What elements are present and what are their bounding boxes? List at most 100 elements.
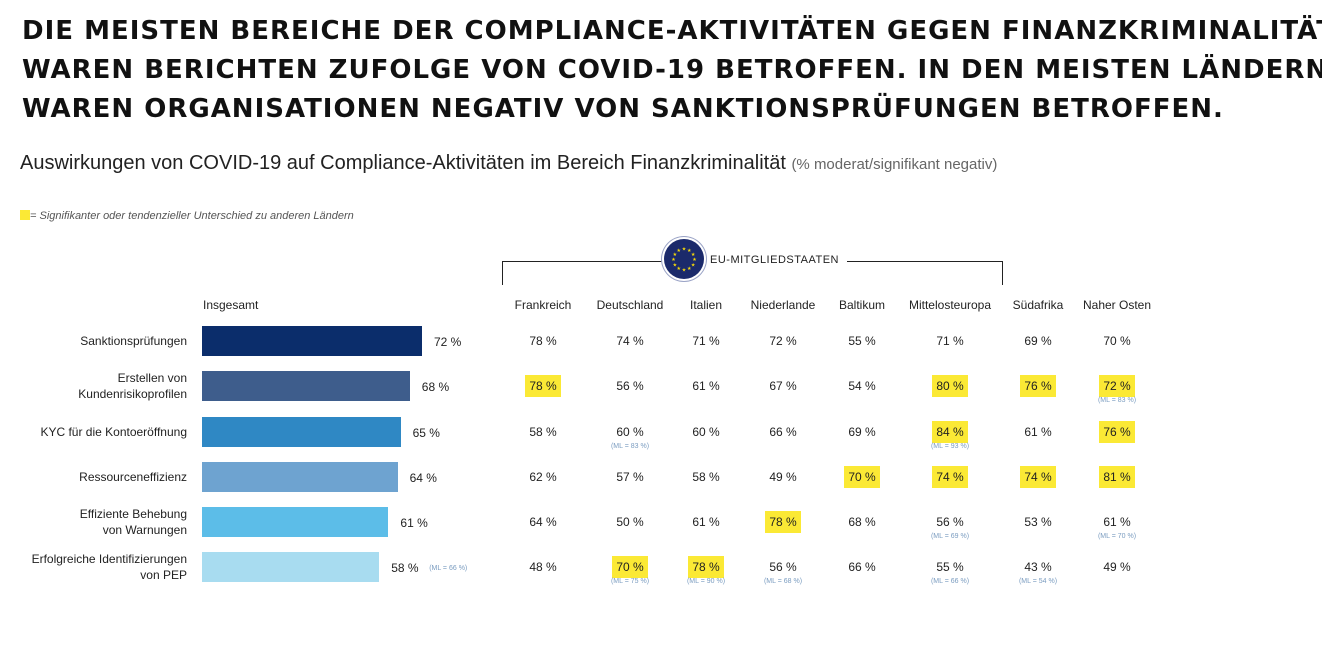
table-cell: 70 % (ML = 75 %) [585, 556, 675, 586]
table-cell: 55 % (ML = 66 %) [905, 556, 995, 586]
row-label: Sanktionsprüfungen [7, 333, 187, 349]
column-header: Südafrika [1012, 298, 1064, 312]
cell-value: 72 % [769, 334, 797, 348]
headline-line-3: WAREN ORGANISATIONEN NEGATIV VON SANKTIO… [22, 94, 1224, 124]
table-cell: 74 % [993, 466, 1083, 488]
cell-value: 56 % [936, 515, 964, 529]
eu-star-icon: ★ [673, 252, 678, 258]
column-header: Italien [689, 298, 723, 312]
headline: DIE MEISTEN BEREICHE DER COMPLIANCE-AKTI… [22, 12, 1322, 129]
eu-bracket-left-tick [502, 261, 503, 285]
cell-value: 60 % [616, 425, 644, 439]
cell-value: 84 % [932, 421, 968, 443]
table-cell: 76 % [1072, 421, 1162, 443]
table-cell: 60 % [661, 421, 751, 443]
cell-value: 74 % [932, 466, 968, 488]
eu-star-icon: ★ [692, 257, 697, 263]
cell-value: 69 % [848, 425, 876, 439]
column-header: Baltikum [838, 298, 886, 312]
table-cell: 70 % [817, 466, 907, 488]
row-label-line: KYC für die Kontoeröffnung [40, 425, 187, 439]
bar [202, 462, 398, 492]
cell-value: 72 % [1099, 375, 1135, 397]
table-cell: 43 % (ML = 54 %) [993, 556, 1083, 586]
cell-value: 61 % [692, 379, 720, 393]
cell-value: 48 % [529, 560, 557, 574]
headline-line-1: DIE MEISTEN BEREICHE DER COMPLIANCE-AKTI… [22, 16, 1322, 46]
table-cell: 61 % (ML = 70 %) [1072, 511, 1162, 541]
cell-value: 49 % [769, 470, 797, 484]
cell-value: 69 % [1024, 334, 1052, 348]
eu-flag-icon: ★ ★ ★ ★ ★ ★ ★ ★ ★ ★ ★ ★ [664, 239, 704, 279]
eu-star-icon: ★ [677, 266, 682, 272]
cell-value: 70 % [612, 556, 648, 578]
table-cell: 71 % [905, 330, 995, 352]
row-label-line: Kundenrisikoprofilen [78, 387, 187, 401]
table-cell: 61 % [661, 511, 751, 533]
column-header: Niederlande [750, 298, 816, 312]
table-cell: 67 % [738, 375, 828, 397]
table-cell: 78 % (ML = 90 %) [661, 556, 751, 586]
eu-star-icon: ★ [682, 268, 687, 274]
cell-value: 64 % [529, 515, 557, 529]
bar-value-label: 65 % [412, 426, 440, 440]
cell-value: 49 % [1103, 560, 1131, 574]
bar-value-label: 68 % [421, 380, 450, 394]
row-label-line: Sanktionsprüfungen [80, 334, 187, 348]
row-label: KYC für die Kontoeröffnung [7, 424, 187, 440]
cell-value: 56 % [616, 379, 644, 393]
cell-value: 78 % [765, 511, 801, 533]
table-cell: 74 % [585, 330, 675, 352]
table-cell: 50 % [585, 511, 675, 533]
table-cell: 66 % [738, 421, 828, 443]
cell-value: 68 % [848, 515, 876, 529]
bar-value-label: 61 % [400, 516, 428, 530]
table-cell: 58 % [498, 421, 588, 443]
table-cell: 68 % [817, 511, 907, 533]
eu-stars: ★★★★★★★★★ ★ ★★ [671, 247, 697, 274]
cell-value: 61 % [1103, 515, 1131, 529]
row-label-line: Ressourceneffizienz [79, 470, 187, 484]
bar-value-note: (ML = 66 %) [429, 565, 468, 572]
cell-value: 55 % [848, 334, 876, 348]
table-cell: 56 % (ML = 68 %) [738, 556, 828, 586]
row-label-line: von PEP [140, 568, 187, 582]
cell-value: 70 % [1103, 334, 1131, 348]
column-header: Naher Osten [1082, 298, 1152, 312]
table-cell: 81 % [1072, 466, 1162, 488]
subtitle-note: (% moderat/signifikant negativ) [791, 156, 998, 173]
eu-star-icon: ★ [687, 248, 692, 254]
cell-note: (ML = 70 %) [1097, 533, 1137, 540]
table-cell: 62 % [498, 466, 588, 488]
cell-value: 70 % [844, 466, 880, 488]
table-cell: 69 % [993, 330, 1083, 352]
cell-value: 78 % [529, 334, 557, 348]
table-cell: 78 % [498, 375, 588, 397]
cell-value: 66 % [769, 425, 797, 439]
table-cell: 78 % [498, 330, 588, 352]
table-cell: 53 % [993, 511, 1083, 533]
legend-highlight-swatch [20, 210, 30, 220]
cell-value: 76 % [1099, 421, 1135, 443]
table-cell: 70 % [1072, 330, 1162, 352]
bar [202, 417, 401, 447]
row-label: Ressourceneffizienz [7, 469, 187, 485]
eu-star-icon: ★ [673, 262, 678, 268]
cell-value: 56 % [769, 560, 797, 574]
bar [202, 326, 422, 356]
subtitle-text: Auswirkungen von COVID-19 auf Compliance… [20, 152, 786, 174]
cell-value: 78 % [525, 375, 561, 397]
table-cell: 56 % [585, 375, 675, 397]
row-label-line: Erstellen von [117, 371, 187, 385]
cell-value: 58 % [692, 470, 720, 484]
table-cell: 64 % [498, 511, 588, 533]
chart-subtitle: Auswirkungen von COVID-19 auf Compliance… [20, 152, 997, 175]
eu-star-icon: ★ [687, 266, 692, 272]
cell-value: 53 % [1024, 515, 1052, 529]
legend-text: = Signifikanter oder tendenzieller Unter… [30, 210, 354, 222]
table-cell: 48 % [498, 556, 588, 578]
column-header: Frankreich [514, 298, 572, 312]
table-cell: 61 % [661, 375, 751, 397]
eu-star-icon: ★ [671, 257, 676, 263]
bar [202, 552, 380, 582]
